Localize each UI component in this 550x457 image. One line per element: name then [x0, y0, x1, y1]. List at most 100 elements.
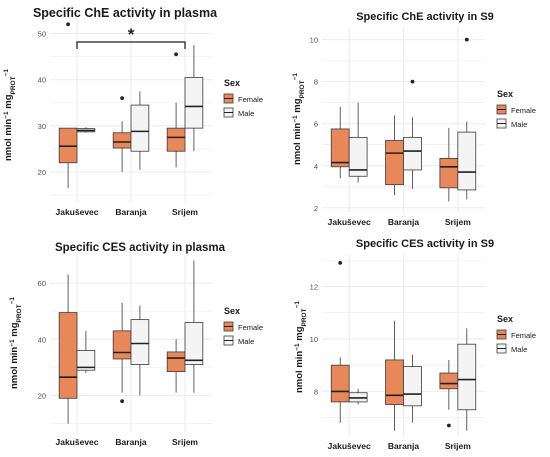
- box-female-1: [58, 312, 78, 399]
- x-category-label: Baranja: [388, 441, 419, 451]
- outlier-point: [174, 52, 178, 57]
- box-male-3: [457, 131, 477, 191]
- x-category-label: Srijem: [445, 217, 471, 227]
- y-tick-label: 20: [38, 391, 46, 400]
- y-tick-label: 8: [314, 387, 318, 396]
- x-category-label: Baranja: [115, 437, 146, 447]
- y-label-part: mg: [294, 326, 305, 343]
- box-male-3: [184, 322, 204, 365]
- chart-panel-4: 8 10 12 Jakuševec Baranja Srijem Specific CES …: [294, 238, 537, 451]
- box-female-2: [385, 359, 404, 405]
- y-tick-label: 4: [314, 162, 318, 171]
- y-label-part: −1: [294, 301, 301, 309]
- y-tick-label: 8: [314, 78, 318, 87]
- legend-label-male: Male: [238, 109, 254, 118]
- y-label-part: −1: [3, 111, 10, 119]
- y-tick-label: 40: [38, 335, 46, 344]
- y-tick-label: 10: [310, 36, 318, 45]
- outlier-point: [66, 22, 70, 27]
- chart-panel-3: 20 40 60 Jakuševec Baranja Srijem Specific CES…: [9, 242, 264, 447]
- legend-label-female: Female: [238, 323, 263, 332]
- outlier-point: [338, 260, 343, 265]
- box-female-1: [330, 364, 350, 403]
- y-tick-label: 6: [314, 120, 318, 129]
- chart-title: Specific ChE activity in plasma: [33, 6, 218, 20]
- y-label-part: PROT: [16, 304, 23, 322]
- x-category-label: Srijem: [172, 437, 198, 447]
- legend-label-male: Male: [238, 337, 254, 346]
- y-axis-label: nmol min−1 mgPROT−1: [3, 69, 17, 161]
- y-label-part: mg: [292, 98, 303, 115]
- y-tick-label: 30: [38, 122, 46, 131]
- y-tick-label: 40: [38, 76, 46, 85]
- box-female-1: [330, 128, 350, 168]
- legend-label-male: Male: [511, 345, 527, 354]
- y-label-part: −1: [9, 297, 16, 305]
- box-male-3: [184, 76, 204, 129]
- y-label-part: PROT: [301, 308, 308, 326]
- legend-title: Sex: [497, 89, 513, 99]
- box-male-3: [457, 343, 477, 411]
- box-male-1: [76, 350, 96, 371]
- box-male-2: [130, 319, 150, 365]
- y-label-part: −1: [9, 339, 16, 347]
- legend-title: Sex: [224, 306, 240, 316]
- box-female-3: [166, 127, 186, 152]
- y-axis-label: nmol min−1 mgPROT−1: [294, 301, 308, 393]
- y-label-part: −1: [292, 73, 299, 81]
- y-label-part: PROT: [10, 76, 17, 94]
- outlier-point: [446, 423, 451, 428]
- chart-title: Specific ChE activity in S9: [356, 11, 494, 23]
- box-female-3: [166, 351, 186, 372]
- box-male-2: [403, 366, 422, 407]
- y-label-part: nmol min: [292, 123, 303, 165]
- outlier-point: [410, 79, 415, 84]
- y-axis-label: nmol min−1 mgPROT−1: [292, 73, 306, 165]
- y-tick-label: 2: [314, 204, 318, 213]
- box-female-2: [385, 140, 404, 186]
- y-label-part: mg: [3, 94, 14, 111]
- legend-label-female: Female: [511, 331, 536, 340]
- y-label-part: −1: [292, 115, 299, 123]
- y-tick-label: 10: [310, 335, 318, 344]
- legend-title: Sex: [224, 78, 240, 88]
- significance-bracket: [76, 41, 186, 49]
- x-category-label: Baranja: [388, 217, 419, 227]
- x-category-label: Srijem: [172, 207, 198, 217]
- y-label-part: nmol min: [3, 119, 14, 161]
- box-male-2: [403, 136, 422, 171]
- box-female-3: [439, 157, 459, 189]
- y-label-part: nmol min: [294, 351, 305, 393]
- x-category-label: Jakuševec: [328, 441, 371, 451]
- box-female-2: [112, 330, 132, 360]
- box-male-1: [348, 136, 368, 177]
- box-female-3: [439, 372, 459, 390]
- y-label-part: nmol min: [9, 347, 20, 389]
- chart-title: Specific CES activity in plasma: [55, 242, 226, 254]
- y-tick-label: 20: [38, 168, 46, 177]
- legend-label-female: Female: [238, 95, 263, 104]
- legend-title: Sex: [497, 314, 513, 324]
- y-tick-label: 60: [38, 279, 46, 288]
- x-category-label: Jakuševec: [55, 207, 98, 217]
- outlier-point: [120, 399, 124, 403]
- y-label-part: mg: [9, 322, 20, 339]
- y-tick-label: 50: [38, 30, 46, 39]
- y-tick-label: 12: [310, 282, 318, 291]
- y-axis-label: nmol min−1 mgPROT−1: [9, 297, 23, 389]
- chart-title: Specific CES activity in S9: [356, 238, 494, 250]
- chart-panel-2: 2 4 6 8 10 Jakuševec Baranja Srijem Specific ChE…: [292, 11, 537, 227]
- x-category-label: Srijem: [445, 441, 471, 451]
- y-label-part: PROT: [299, 80, 306, 98]
- legend-label-male: Male: [511, 120, 527, 129]
- outlier-point: [120, 96, 124, 101]
- y-label-part: −1: [3, 69, 10, 77]
- chart-panel-1: 20 30 40 50 Jakuševec Baranja Srijem Specific C…: [3, 6, 264, 217]
- legend-label-female: Female: [511, 106, 536, 115]
- box-male-2: [130, 104, 150, 152]
- box-female-2: [112, 132, 132, 149]
- y-label-part: −1: [294, 343, 301, 351]
- outlier-point: [464, 37, 469, 42]
- significance-star: *: [128, 25, 135, 44]
